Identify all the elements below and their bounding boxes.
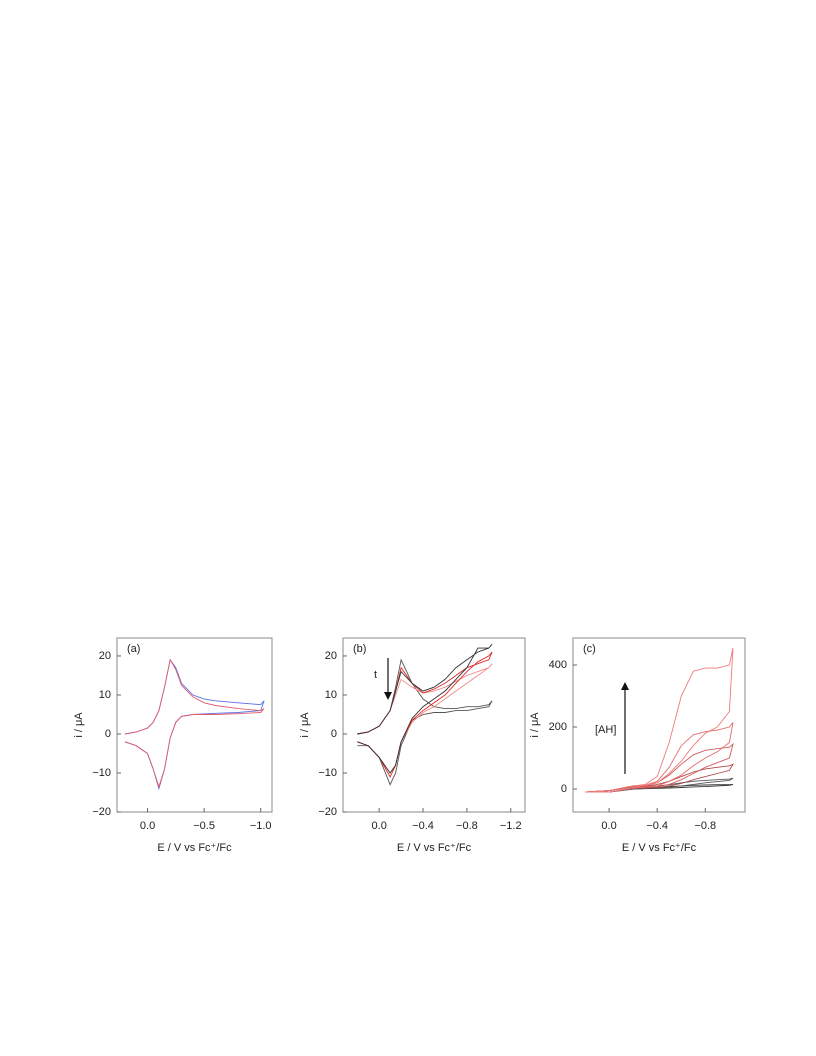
plot-frame	[572, 637, 746, 813]
cv-curve	[357, 658, 493, 786]
arrow-head	[621, 682, 629, 690]
panel-label: (c)	[583, 643, 596, 655]
y-tick-label: 0	[331, 728, 337, 740]
x-tick-label: 0.0	[140, 820, 155, 832]
cv-curve	[357, 663, 493, 774]
cv-curve	[124, 658, 265, 791]
x-tick-label: 0.0	[372, 820, 387, 832]
cv-curve	[357, 643, 493, 774]
x-tick-label: −0.4	[646, 820, 668, 832]
x-tick-label: −0.4	[412, 820, 434, 832]
y-axis-label: i / μA	[299, 712, 311, 738]
annotation: t	[374, 669, 377, 681]
y-tick-label: −20	[318, 806, 337, 818]
plot-frame	[342, 637, 526, 813]
y-tick-label: −20	[92, 806, 111, 818]
x-tick-label: −0.8	[694, 820, 716, 832]
panel-label: (a)	[127, 643, 140, 655]
annotation: [AH]	[595, 724, 616, 736]
plot-frame	[116, 637, 273, 813]
cv-curve	[584, 722, 734, 793]
x-axis-label: E / V vs Fc⁺/Fc	[397, 842, 472, 854]
cv-curve	[584, 647, 734, 793]
x-axis-label: E / V vs Fc⁺/Fc	[622, 842, 697, 854]
y-tick-label: 200	[549, 721, 567, 733]
panel-label: (b)	[353, 643, 366, 655]
y-tick-label: 20	[325, 650, 337, 662]
x-axis-label: E / V vs Fc⁺/Fc	[157, 842, 232, 854]
y-tick-label: 10	[325, 689, 337, 701]
cv-curve	[584, 763, 735, 793]
x-tick-label: 0.0	[601, 820, 616, 832]
y-tick-label: 0	[105, 728, 111, 740]
y-axis-label: i / μA	[73, 712, 85, 738]
y-tick-label: 20	[99, 650, 111, 662]
y-tick-label: 0	[561, 783, 567, 795]
x-tick-label: −0.5	[193, 820, 215, 832]
y-tick-label: −10	[318, 767, 337, 779]
arrow-head	[384, 692, 392, 700]
x-tick-label: −1.0	[250, 820, 272, 832]
cv-curve	[124, 658, 265, 789]
x-tick-label: −1.2	[500, 820, 522, 832]
y-axis-label: i / μA	[529, 712, 541, 738]
y-tick-label: 400	[549, 659, 567, 671]
x-tick-label: −0.8	[456, 820, 478, 832]
y-tick-label: 10	[99, 689, 111, 701]
y-tick-label: −10	[92, 767, 111, 779]
